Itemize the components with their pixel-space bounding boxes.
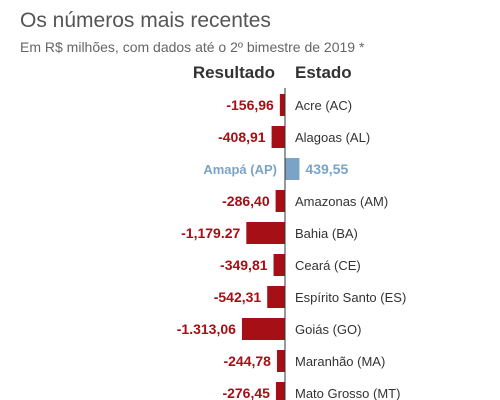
- bar-0: [279, 94, 285, 116]
- bar-6: [267, 286, 285, 308]
- chart-title: Os números mais recentes: [20, 9, 271, 32]
- bar-9: [275, 382, 285, 400]
- category-label-4: Bahia (BA): [295, 226, 358, 241]
- category-label-8: Maranhão (MA): [295, 354, 385, 369]
- category-label-7: Goiás (GO): [295, 322, 361, 337]
- category-label-2: Amapá (AP): [203, 162, 277, 177]
- column-header-result: Resultado: [192, 63, 275, 82]
- bar-5: [273, 254, 285, 276]
- category-label-3: Amazonas (AM): [295, 194, 388, 209]
- bar-8: [276, 350, 285, 372]
- category-label-6: Espírito Santo (ES): [295, 290, 406, 305]
- column-header-state: Estado: [295, 63, 352, 82]
- value-label-7: -1.313,06: [177, 321, 236, 337]
- bar-3: [275, 190, 285, 212]
- category-label-0: Acre (AC): [295, 98, 352, 113]
- bar-2: [285, 158, 300, 180]
- value-label-6: -542,31: [214, 289, 262, 305]
- category-label-1: Alagoas (AL): [295, 130, 370, 145]
- bar-7: [241, 318, 285, 340]
- value-label-4: -1,179.27: [181, 225, 240, 241]
- value-label-5: -349,81: [220, 257, 268, 273]
- category-label-5: Ceará (CE): [295, 258, 361, 273]
- value-label-3: -286,40: [222, 193, 270, 209]
- category-label-9: Mato Grosso (MT): [295, 386, 400, 400]
- value-label-8: -244,78: [223, 353, 271, 369]
- chart-subtitle: Em R$ milhões, com dados até o 2º bimest…: [20, 39, 365, 55]
- value-label-9: -276,45: [222, 385, 270, 400]
- value-label-0: -156,96: [226, 97, 274, 113]
- value-label-1: -408,91: [218, 129, 266, 145]
- bar-4: [246, 222, 285, 244]
- value-label-2: 439,55: [305, 161, 348, 177]
- bar-1: [271, 126, 285, 148]
